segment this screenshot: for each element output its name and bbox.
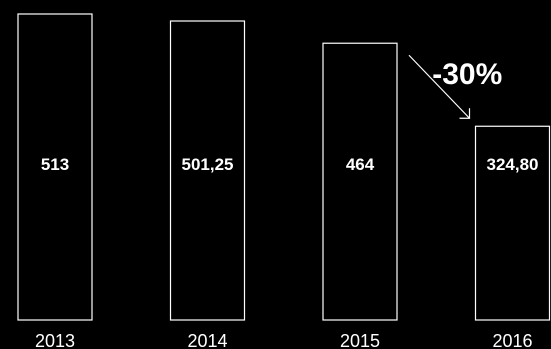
x-tick-label-2013: 2013 (35, 331, 75, 349)
bar-2016 (474, 125, 551, 321)
x-tick-label-2016: 2016 (492, 331, 532, 349)
bars-group (17, 13, 551, 321)
x-tick-labels-group: 2013 2014 2015 2016 (35, 331, 533, 349)
value-label-2014: 501,25 (182, 155, 234, 174)
value-label-2013: 513 (41, 155, 69, 174)
bar-2015 (322, 42, 398, 321)
x-tick-label-2015: 2015 (340, 331, 380, 349)
x-tick-label-2014: 2014 (187, 331, 227, 349)
annotation-arrow-head (459, 108, 471, 119)
annotation-arrow (408, 54, 470, 119)
change-annotation: -30% (408, 54, 502, 119)
bar-2014 (169, 20, 246, 321)
bar-2013 (17, 13, 93, 321)
value-label-2015: 464 (346, 155, 375, 174)
annotation-label: -30% (432, 58, 502, 91)
value-labels-group: 513 501,25 464 324,80 (41, 155, 539, 174)
value-label-2016: 324,80 (487, 155, 539, 174)
